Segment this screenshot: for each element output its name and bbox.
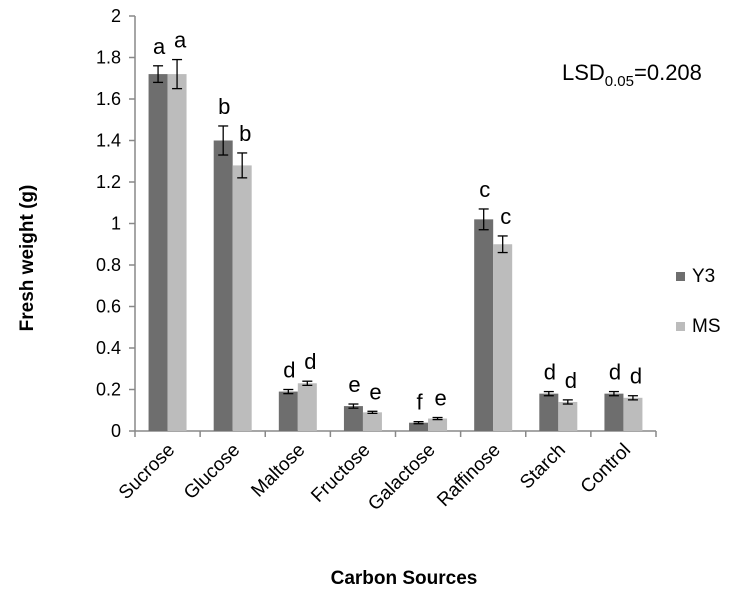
significance-label: d	[609, 360, 621, 385]
y-tick-label: 0.8	[96, 255, 121, 275]
legend: Y3 MS	[676, 266, 721, 337]
bar	[428, 418, 448, 431]
significance-label: d	[630, 364, 642, 389]
significance-label: e	[348, 372, 360, 397]
bar	[167, 74, 187, 431]
bar	[493, 244, 513, 431]
bar	[343, 406, 363, 431]
significance-label: d	[304, 349, 316, 374]
lsd-annotation: LSD0.05=0.208	[562, 60, 702, 90]
x-tick-label: Raffinose	[433, 440, 504, 511]
significance-label: e	[369, 379, 381, 404]
significance-label: e	[434, 386, 446, 411]
significance-label: a	[174, 28, 187, 53]
legend-label: MS	[692, 316, 721, 337]
bar	[362, 412, 382, 431]
significance-label: d	[544, 360, 556, 385]
significance-label: a	[153, 34, 166, 59]
bar	[213, 140, 233, 431]
bar	[604, 393, 624, 431]
lsd-annotation-value: =0.208	[634, 60, 702, 85]
bar	[278, 391, 298, 431]
y-tick-label: 1.4	[96, 131, 121, 151]
significance-label: d	[565, 368, 577, 393]
y-tick-label: 1	[111, 214, 121, 234]
significance-label: b	[218, 94, 230, 119]
y-axis: 0 0.2 0.4 0.6 0.8 1 1.2 1.4 1.6 1.8 2	[96, 6, 136, 441]
bar	[297, 383, 317, 431]
x-tick-label: Starch	[516, 440, 570, 494]
x-tick-label: Maltose	[247, 440, 309, 502]
bars	[148, 74, 643, 431]
y-axis-title: Fresh weight (g)	[17, 185, 38, 332]
lsd-annotation-base: LSD	[562, 60, 605, 85]
significance-label: c	[479, 177, 490, 202]
y-tick-label: 1.8	[96, 48, 121, 68]
error-bars	[153, 58, 638, 425]
x-tick-label: Galactose	[364, 440, 439, 515]
y-tick-label: 0.6	[96, 297, 121, 317]
bar	[539, 393, 559, 431]
x-tick-label: Fructose	[307, 440, 374, 507]
y-tick-label: 0.4	[96, 338, 121, 358]
x-axis-title: Carbon Sources	[331, 568, 478, 589]
y-tick-label: 0	[111, 421, 121, 441]
y-tick-label: 1.2	[96, 172, 121, 192]
legend-swatch	[676, 322, 685, 331]
legend-swatch	[676, 272, 685, 281]
significance-label: b	[239, 121, 251, 146]
x-tick-label: Sucrose	[115, 440, 179, 504]
x-tick-label: Glucose	[180, 440, 244, 504]
y-tick-label: 2	[111, 6, 121, 26]
significance-label: f	[417, 390, 424, 415]
x-tick-label: Control	[577, 440, 635, 498]
significance-label: c	[500, 204, 511, 229]
bar	[558, 401, 578, 431]
lsd-annotation-subscript: 0.05	[605, 73, 634, 90]
bar	[232, 165, 252, 431]
x-axis: Sucrose Glucose MaltoseFructoseGalactoseRa…	[115, 430, 657, 515]
significance-label: d	[283, 358, 295, 383]
y-tick-label: 0.2	[96, 380, 121, 400]
bar	[474, 219, 494, 431]
y-tick-label: 1.6	[96, 89, 121, 109]
legend-label: Y3	[692, 266, 715, 287]
bar	[409, 422, 429, 431]
bar	[623, 397, 643, 431]
bar	[148, 74, 168, 431]
